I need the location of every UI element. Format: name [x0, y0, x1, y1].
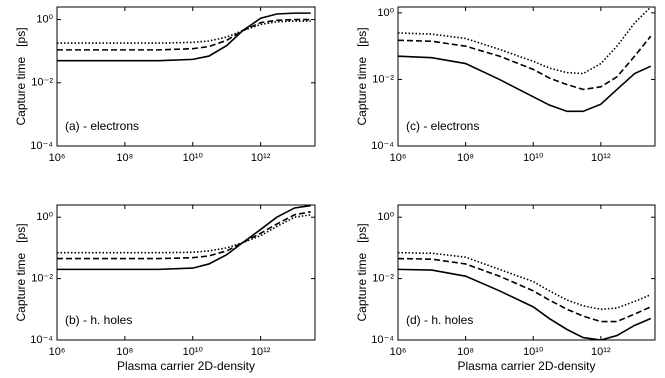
plot-frame: [56, 6, 316, 147]
x-tick-label: 10⁶: [49, 152, 66, 164]
series-line: [398, 35, 652, 91]
annotation: (b) - h. holes: [65, 313, 132, 327]
x-tick-label: 10¹⁰: [183, 152, 204, 164]
y-tick-label: 10⁻⁴: [30, 334, 53, 346]
x-tick-label: 10⁸: [116, 152, 133, 164]
series-line: [57, 18, 311, 51]
y-axis-label: Capture time [ps]: [14, 27, 28, 125]
x-tick-label: 10¹⁰: [523, 346, 544, 358]
annotation: (c) - electrons: [406, 119, 479, 133]
series-line: [57, 12, 311, 62]
series-line: [57, 211, 311, 260]
series-line: [398, 55, 652, 113]
series-line: [398, 257, 652, 323]
x-tick-label: 10⁶: [49, 346, 66, 358]
annotation: (d) - h. holes: [406, 313, 473, 327]
y-axis-label: Capture time [ps]: [14, 223, 28, 321]
y-tick-label: 10⁻²: [31, 77, 53, 89]
annotation: (a) - electrons: [65, 119, 139, 133]
series-line: [398, 251, 652, 311]
x-axis-label: Plasma carrier 2D-density: [457, 359, 595, 373]
x-tick-label: 10⁸: [457, 346, 474, 358]
series-line: [57, 213, 311, 254]
series-line: [398, 7, 652, 75]
x-tick-label: 10¹²: [591, 152, 611, 164]
y-tick-label: 10⁻²: [31, 273, 53, 285]
y-tick-label: 10⁰: [36, 211, 53, 223]
series-line: [57, 20, 311, 44]
x-tick-label: 10¹⁰: [523, 152, 544, 164]
x-tick-label: 10¹²: [251, 346, 271, 358]
x-tick-label: 10¹²: [591, 346, 611, 358]
x-tick-label: 10⁸: [457, 152, 474, 164]
x-axis-label: Plasma carrier 2D-density: [117, 359, 255, 373]
x-tick-label: 10⁶: [390, 346, 407, 358]
y-tick-label: 10⁰: [36, 13, 53, 25]
y-tick-label: 10⁻⁴: [30, 140, 53, 152]
x-tick-label: 10⁶: [390, 152, 407, 164]
plot-frame: [56, 204, 316, 341]
y-axis-label: Capture time [ps]: [355, 223, 369, 321]
y-tick-label: 10⁰: [377, 211, 394, 223]
plot-frame: [397, 6, 656, 147]
y-tick-label: 10⁰: [377, 7, 394, 19]
series-line: [398, 268, 652, 340]
y-tick-label: 10⁻²: [372, 73, 394, 85]
plot-frame: [397, 204, 656, 341]
y-axis-label: Capture time [ps]: [355, 27, 369, 125]
x-tick-label: 10¹²: [251, 152, 271, 164]
series-line: [57, 205, 311, 271]
x-tick-label: 10⁸: [116, 346, 133, 358]
x-tick-label: 10¹⁰: [183, 346, 204, 358]
y-tick-label: 10⁻⁴: [371, 140, 394, 152]
y-tick-label: 10⁻²: [372, 273, 394, 285]
y-tick-label: 10⁻⁴: [371, 334, 394, 346]
